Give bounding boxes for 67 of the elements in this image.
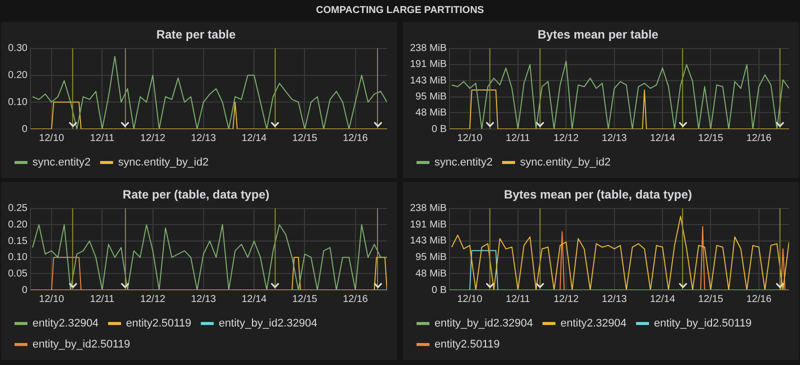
- x-tick-label: 12/16: [342, 132, 368, 144]
- legend-label: entity2.50119: [434, 338, 500, 351]
- y-tick-label: 0: [22, 124, 28, 135]
- x-tick-label: 12/15: [698, 132, 724, 144]
- y-tick-label: 0.20: [8, 70, 28, 82]
- x-tick-label: 12/10: [457, 132, 483, 144]
- chart-title: Rate per (table, data type): [122, 188, 270, 202]
- y-tick-label: 0.10: [8, 252, 28, 264]
- y-tick-label: 48 MiB: [416, 268, 448, 280]
- y-tick-label: 0.05: [8, 268, 28, 280]
- x-tick-label: 12/16: [746, 294, 772, 305]
- y-tick-label: 191 MiB: [410, 219, 448, 230]
- y-tick-label: 0.20: [8, 219, 28, 230]
- y-tick-label: 0.15: [8, 236, 28, 247]
- y-tick-label: 0 B: [432, 124, 448, 135]
- x-tick-label: 12/13: [190, 132, 216, 144]
- x-tick-label: 12/16: [342, 294, 368, 305]
- legend-label: entity_by_id2.50119: [654, 318, 752, 330]
- text: COMPACTING LARGE PARTITIONS: [315, 4, 485, 18]
- y-tick-label: 143 MiB: [410, 236, 448, 247]
- x-tick-label: 12/13: [602, 132, 628, 144]
- x-tick-label: 12/14: [242, 132, 268, 144]
- x-tick-label: 12/12: [140, 132, 166, 144]
- x-tick-label: 12/12: [140, 294, 166, 305]
- y-tick-label: 48 MiB: [416, 107, 448, 118]
- legend-label: entity_by_id2.50119: [32, 338, 130, 351]
- y-tick-label: 95 MiB: [416, 252, 448, 264]
- x-tick-label: 12/12: [554, 294, 580, 305]
- x-tick-label: 12/12: [554, 132, 580, 144]
- legend-label: entity_by_id2.32904: [434, 318, 533, 330]
- chart-title: Bytes mean per table: [538, 28, 659, 42]
- x-tick-label: 12/13: [190, 294, 216, 305]
- y-tick-label: 0: [22, 284, 28, 296]
- legend-label: sync.entity_by_id2: [520, 156, 611, 169]
- x-tick-label: 12/15: [292, 132, 318, 144]
- y-tick-label: 143 MiB: [410, 75, 448, 86]
- x-tick-label: 12/11: [90, 132, 115, 144]
- y-tick-label: 95 MiB: [416, 92, 448, 103]
- x-tick-label: 12/16: [746, 132, 772, 144]
- y-tick-label: 0.10: [8, 96, 28, 108]
- chart-title: Bytes mean per (table, data type): [504, 188, 692, 202]
- y-tick-label: 191 MiB: [410, 59, 448, 70]
- x-tick-label: 12/15: [292, 294, 318, 305]
- y-tick-label: 0.30: [8, 43, 28, 54]
- legend-label: entity2.32904: [32, 318, 99, 330]
- y-tick-label: 0 B: [432, 284, 448, 296]
- legend-label: sync.entity2: [434, 156, 493, 169]
- x-tick-label: 12/11: [90, 294, 115, 305]
- x-tick-label: 12/14: [650, 294, 676, 305]
- x-tick-label: 12/13: [602, 294, 628, 305]
- y-tick-label: 238 MiB: [410, 203, 448, 214]
- legend-label: sync.entity2: [32, 156, 91, 169]
- x-tick-label: 12/14: [650, 132, 676, 144]
- legend-label: entity_by_id2.32904: [218, 318, 318, 330]
- legend-label: entity2.50119: [126, 318, 192, 330]
- chart-title: Rate per table: [156, 28, 236, 42]
- x-tick-label: 12/11: [506, 294, 531, 305]
- legend-label: entity2.32904: [560, 318, 627, 330]
- x-tick-label: 12/10: [39, 294, 65, 305]
- y-tick-label: 238 MiB: [410, 43, 448, 54]
- legend-label: sync.entity_by_id2: [118, 156, 209, 169]
- y-tick-label: 0.25: [8, 203, 28, 214]
- x-tick-label: 12/11: [506, 132, 531, 144]
- x-tick-label: 12/15: [698, 294, 724, 305]
- x-tick-label: 12/10: [39, 132, 65, 144]
- x-tick-label: 12/14: [242, 294, 268, 305]
- x-tick-label: 12/10: [457, 294, 483, 305]
